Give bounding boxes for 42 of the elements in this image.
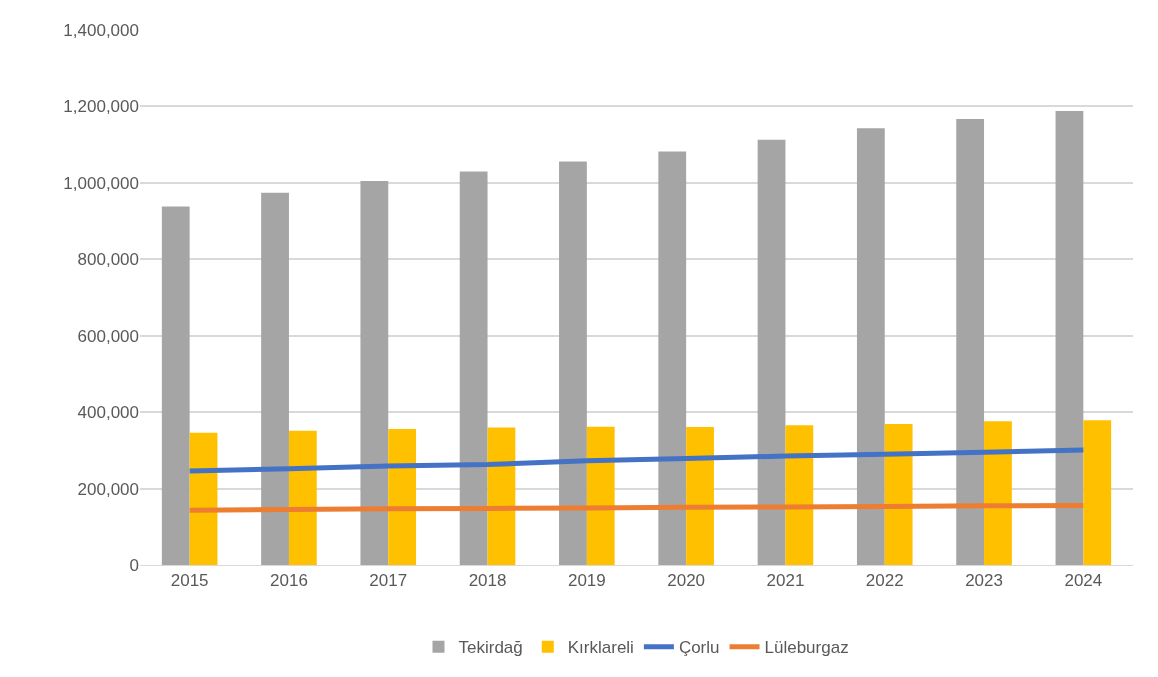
bar [884, 423, 913, 565]
y-tick-label: 400,000 [77, 403, 139, 423]
y-tick-label: 800,000 [77, 250, 139, 270]
x-tick-label: 2020 [667, 571, 706, 591]
bar [559, 161, 587, 565]
legend-label: Kırklareli [567, 638, 634, 658]
bar [856, 128, 885, 565]
x-tick-label: 2021 [766, 571, 805, 591]
x-tick-label: 2024 [1064, 571, 1103, 591]
bar [487, 427, 516, 565]
y-tick-label: 1,000,000 [63, 173, 139, 193]
x-tick-label: 2022 [865, 571, 904, 591]
x-tick-label: 2015 [170, 571, 209, 591]
bar [785, 425, 814, 565]
bar [360, 180, 389, 565]
bar [984, 421, 1012, 565]
bar [161, 206, 190, 565]
y-tick-label: 1,400,000 [63, 20, 139, 40]
y-tick-label: 200,000 [77, 479, 139, 499]
y-tick-label: 0 [129, 555, 139, 575]
bar [586, 426, 615, 565]
bar [1083, 420, 1112, 565]
bar [459, 171, 488, 565]
bar [189, 432, 218, 565]
x-tick-label: 2017 [369, 571, 408, 591]
bar [261, 192, 289, 565]
y-tick-label: 1,200,000 [63, 97, 139, 117]
bar [658, 151, 687, 565]
x-tick-label: 2019 [567, 571, 606, 591]
bar [1055, 111, 1084, 565]
legend-label: Çorlu [678, 638, 720, 658]
bar [686, 427, 714, 565]
bar [388, 428, 417, 565]
y-tick-label: 600,000 [77, 326, 139, 346]
x-tick-label: 2016 [270, 571, 308, 591]
bar [956, 119, 985, 565]
bar [757, 139, 786, 565]
x-tick-label: 2018 [468, 571, 507, 591]
bar [288, 430, 317, 565]
legend-label: Tekirdağ [458, 638, 523, 658]
x-tick-label: 2023 [965, 571, 1003, 591]
legend-label: Lüleburgaz [764, 638, 849, 658]
